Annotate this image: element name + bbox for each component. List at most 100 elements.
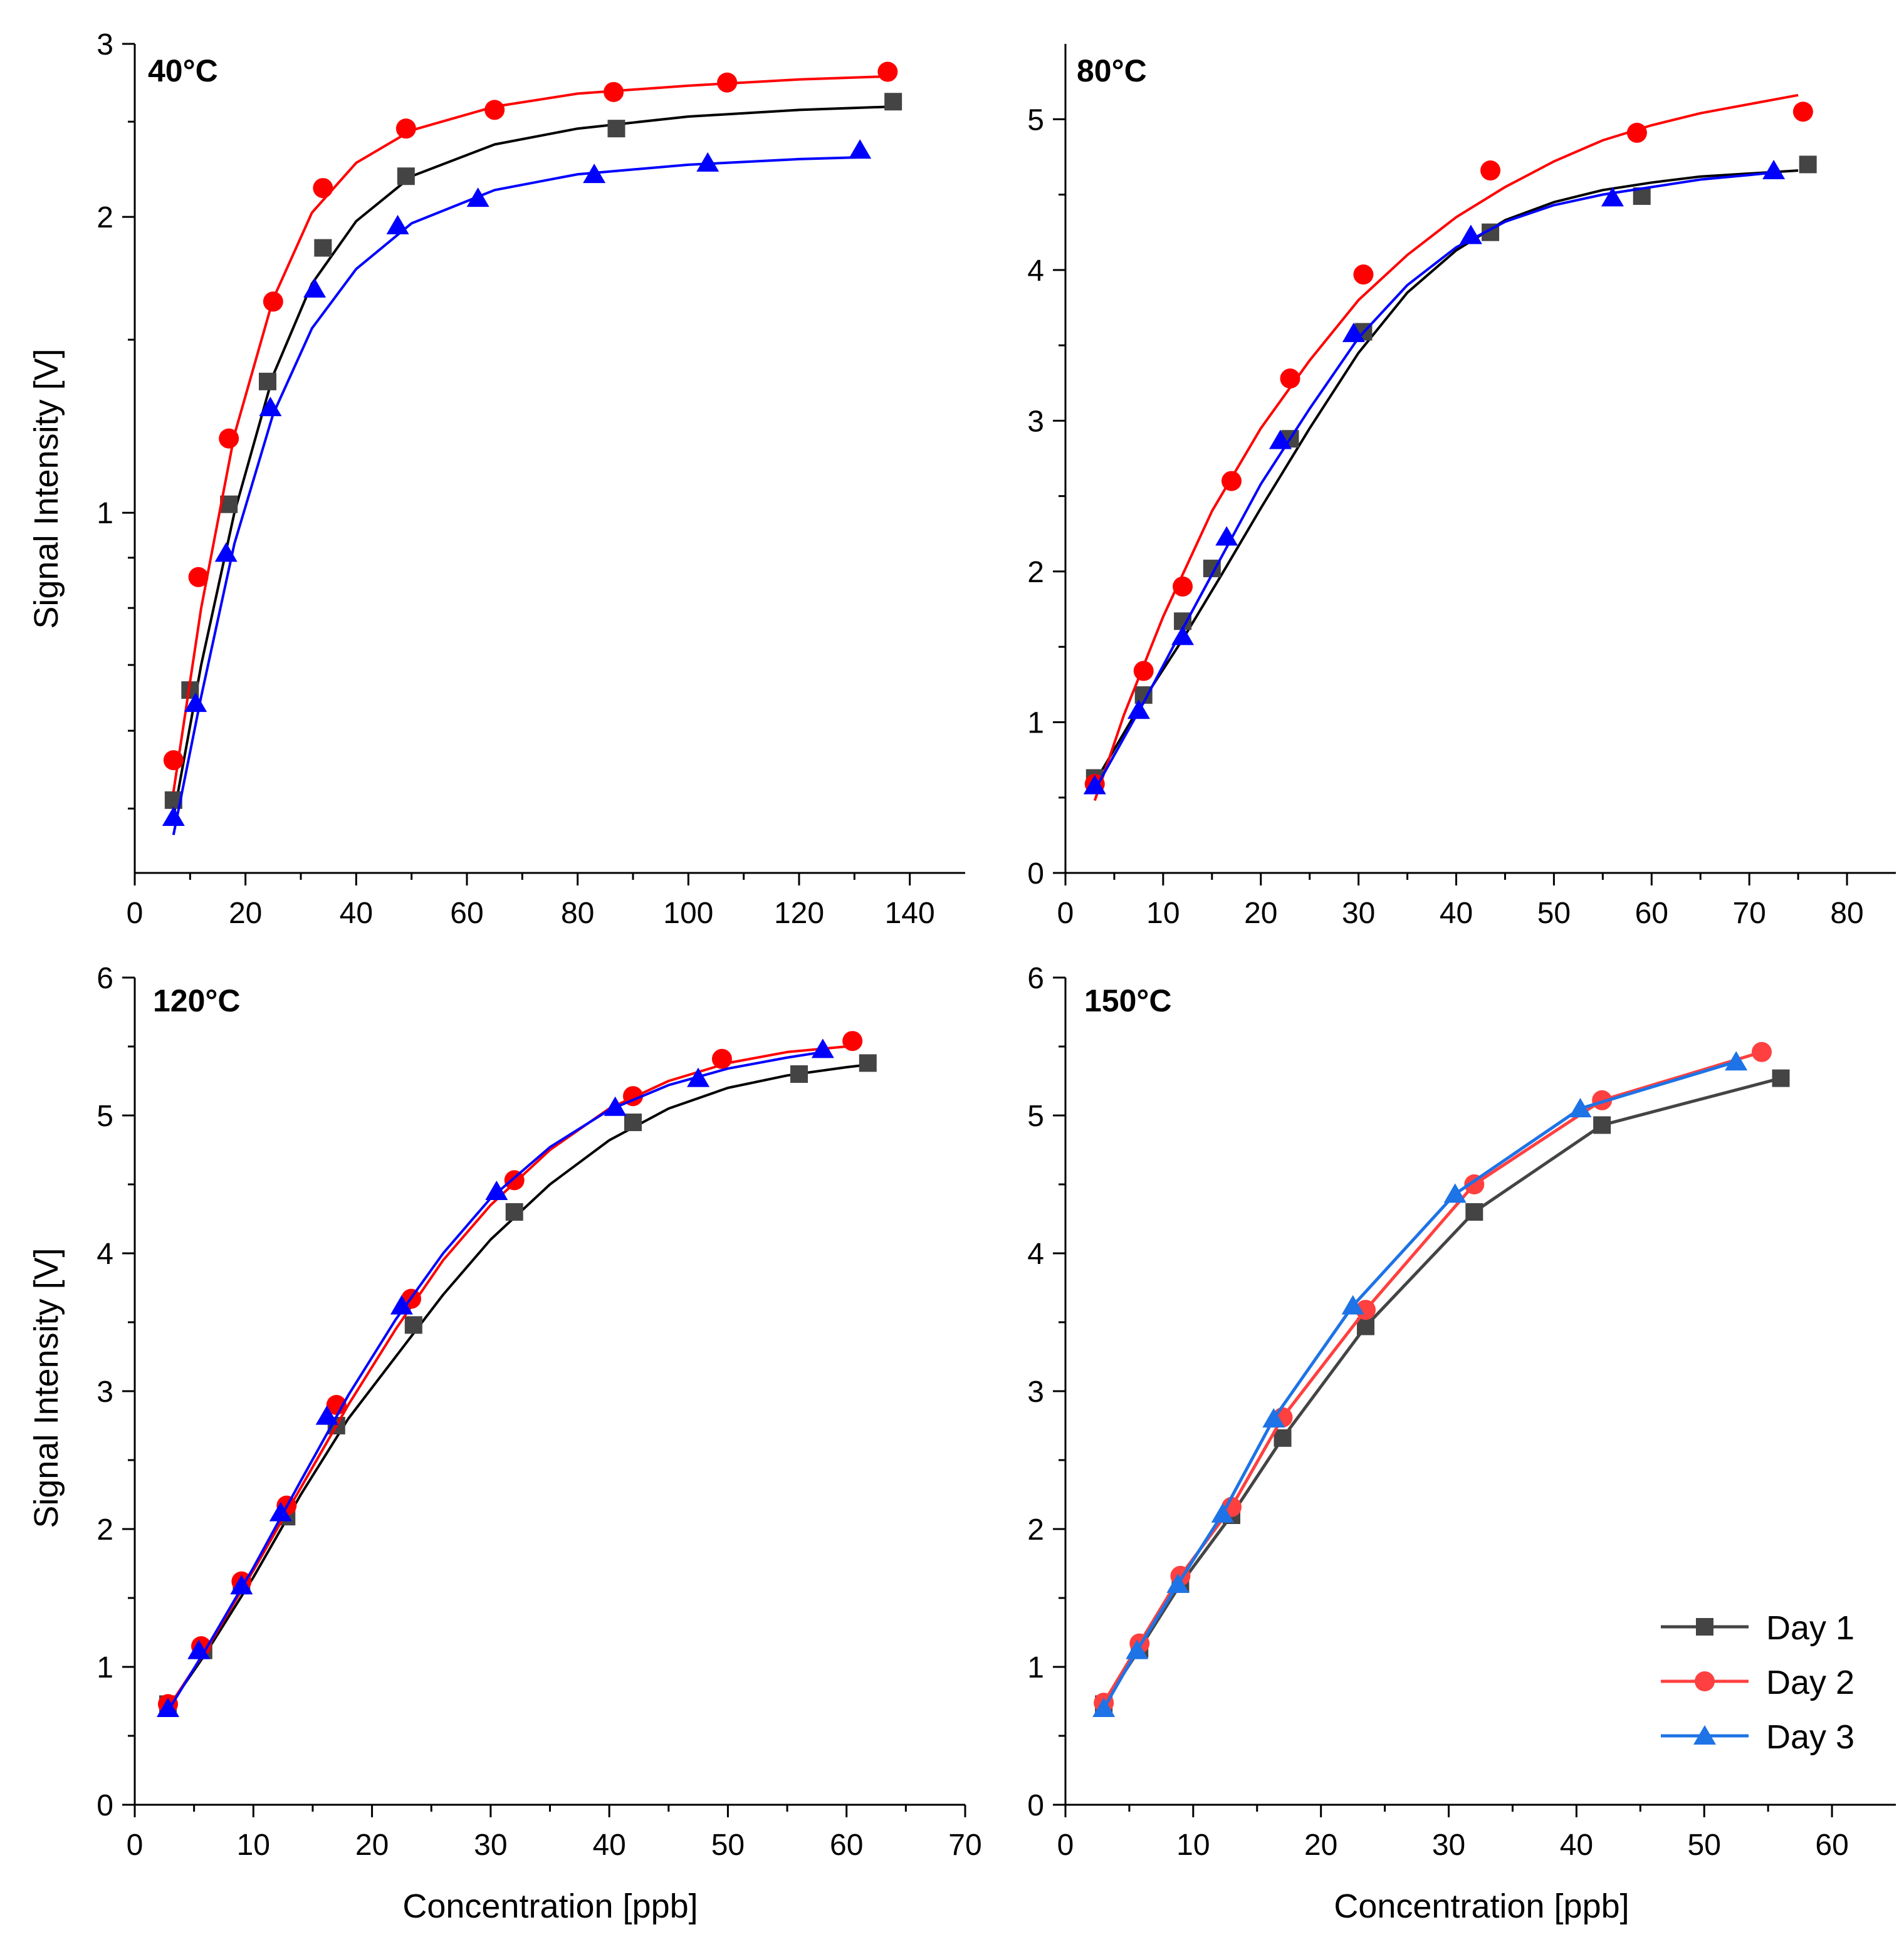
x-axis-title-right: Concentration [ppb] (1334, 1887, 1629, 1925)
x-tick-label-120c: 30 (474, 1829, 507, 1862)
x-tick-label-40c: 100 (663, 897, 713, 930)
legend: Day 1 Day 2 Day 3 (1661, 1609, 1854, 1756)
data-point-day-3-120c (390, 1295, 413, 1315)
x-tick-label-40c: 80 (561, 897, 594, 930)
x-tick-label-150c: 30 (1432, 1829, 1465, 1862)
x-tick-label-150c: 40 (1560, 1829, 1593, 1862)
x-tick-label-80c: 0 (1057, 897, 1074, 930)
fit-curve-day-1-80c (1094, 169, 1799, 783)
data-point-day-3-80c (1171, 625, 1195, 645)
x-tick-label-40c: 20 (229, 897, 262, 930)
x-tick-label-80c: 30 (1342, 897, 1375, 930)
data-point-day-3-80c (1601, 187, 1624, 207)
data-point-day-3-120c (157, 1698, 179, 1717)
legend-entry-day-2: Day 2 (1661, 1664, 1854, 1701)
y-tick-label-150c: 2 (1027, 1513, 1044, 1547)
y-tick-label-120c: 3 (97, 1376, 113, 1409)
y-tick-label-150c: 3 (1027, 1376, 1044, 1409)
legend-label-day-2: Day 2 (1766, 1664, 1854, 1701)
y-tick-label-80c: 3 (1027, 405, 1044, 438)
legend-marker-day-1 (1696, 1618, 1713, 1636)
data-point-day-1-40c (314, 239, 332, 257)
data-point-day-2-40c (188, 566, 209, 587)
data-point-day-3-40c (259, 397, 282, 417)
data-point-day-2-80c (1353, 264, 1374, 285)
data-point-day-3-80c (1459, 224, 1482, 244)
y-tick-label-80c: 0 (1027, 857, 1044, 890)
data-point-day-3-150c (1262, 1408, 1285, 1428)
data-point-day-2-80c (1480, 160, 1501, 181)
x-tick-label-40c: 40 (340, 897, 373, 930)
data-point-day-3-120c (187, 1639, 211, 1659)
data-point-day-2-120c (842, 1031, 863, 1052)
data-point-day-3-40c (583, 164, 606, 184)
data-point-day-3-80c (1268, 429, 1292, 449)
x-tick-label-80c: 80 (1830, 897, 1863, 930)
data-point-day-3-80c (1127, 699, 1150, 719)
data-point-day-3-150c (1092, 1698, 1116, 1717)
data-point-day-3-40c (162, 807, 185, 827)
data-point-day-3-150c (1725, 1051, 1748, 1071)
panel-150c: 0 10 20 30 40 50 60 0 1 2 3 4 5 6 (1027, 962, 1896, 1862)
y-tick-label-80c: 1 (1027, 706, 1044, 739)
data-point-day-3-150c (1341, 1295, 1364, 1315)
data-point-day-1-80c (1799, 155, 1817, 174)
data-point-day-1-40c (259, 372, 276, 390)
data-point-day-1-150c (1357, 1317, 1375, 1335)
legend-entry-day-3: Day 3 (1661, 1718, 1854, 1756)
y-tick-label-120c: 0 (97, 1789, 113, 1822)
x-tick-label-120c: 60 (830, 1829, 863, 1862)
panel-label-80c: 80°C (1077, 53, 1147, 88)
data-point-day-2-40c (604, 81, 624, 102)
data-point-day-1-120c (505, 1203, 523, 1221)
data-point-day-2-40c (263, 291, 283, 312)
data-point-day-3-150c (1443, 1183, 1467, 1203)
fit-curve-day-1-120c (167, 1063, 871, 1710)
legend-marker-day-3 (1693, 1725, 1716, 1745)
x-tick-label-120c: 10 (237, 1829, 270, 1862)
x-axis-title-left: Concentration [ppb] (402, 1887, 698, 1925)
fit-curve-day-1-40c (172, 105, 894, 818)
x-tick-label-150c: 20 (1304, 1829, 1337, 1862)
legend-marker-day-2 (1695, 1671, 1715, 1691)
panel-label-120c: 120°C (153, 983, 241, 1018)
y-tick-label-150c: 4 (1027, 1238, 1044, 1271)
data-point-day-1-120c (624, 1114, 642, 1131)
data-point-day-1-150c (1465, 1203, 1483, 1221)
data-point-day-1-40c (397, 167, 415, 185)
data-point-day-3-150c (1569, 1098, 1592, 1117)
x-tick-label-120c: 70 (948, 1829, 981, 1862)
data-point-day-2-40c (877, 61, 898, 82)
data-point-day-2-80c (1792, 102, 1813, 122)
x-tick-label-80c: 60 (1635, 897, 1668, 930)
y-tick-label-120c: 5 (97, 1100, 113, 1133)
data-point-day-3-40c (303, 278, 327, 298)
data-point-day-3-80c (1215, 526, 1238, 546)
fit-curve-day-2-120c (167, 1045, 847, 1710)
panel-120c: 0 10 20 30 40 50 60 70 0 1 2 3 4 5 6 (97, 962, 981, 1862)
data-point-day-2-120c (504, 1170, 525, 1191)
y-tick-label-150c: 1 (1027, 1651, 1044, 1684)
y-tick-label-120c: 6 (97, 962, 113, 995)
y-tick-label-120c: 1 (97, 1651, 113, 1684)
y-tick-label-120c: 4 (97, 1238, 113, 1271)
data-point-day-2-150c (1356, 1300, 1376, 1320)
x-tick-label-120c: 40 (592, 1829, 625, 1862)
data-point-day-2-80c (1626, 122, 1647, 143)
y-tick-label-40c: 3 (97, 28, 113, 61)
data-point-day-3-40c (386, 214, 409, 234)
fit-curve-day-3-80c (1094, 170, 1779, 791)
y-tick-label-40c: 1 (97, 497, 113, 530)
x-tick-label-150c: 0 (1057, 1829, 1074, 1862)
y-tick-label-150c: 0 (1027, 1789, 1044, 1822)
data-point-day-1-150c (1274, 1429, 1292, 1447)
data-point-day-3-120c (485, 1181, 508, 1200)
data-point-day-3-150c (1166, 1574, 1190, 1593)
data-point-day-3-40c (184, 692, 207, 713)
x-tick-label-120c: 50 (711, 1829, 745, 1862)
data-point-day-2-40c (395, 118, 416, 139)
data-point-day-3-120c (687, 1067, 710, 1087)
x-tick-label-150c: 50 (1688, 1829, 1721, 1862)
panel-label-150c: 150°C (1084, 983, 1172, 1018)
y-tick-label-80c: 2 (1027, 556, 1044, 589)
